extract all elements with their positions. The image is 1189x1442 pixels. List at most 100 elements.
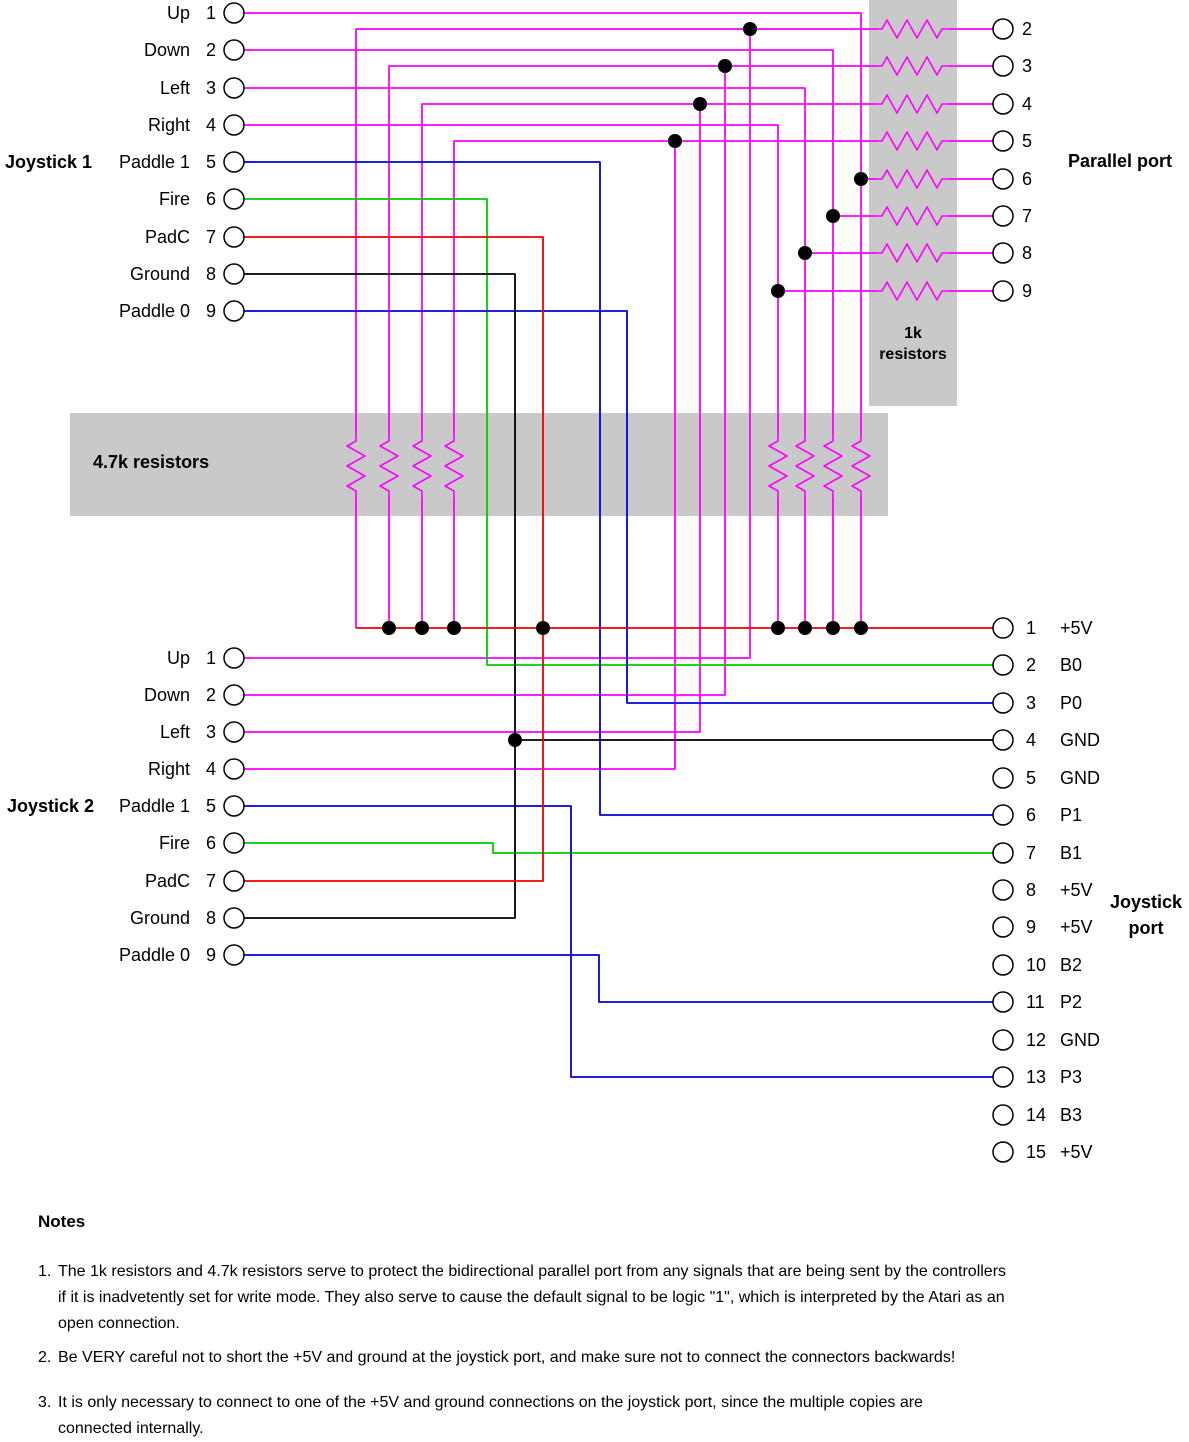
joystick-port-pin-circle — [992, 617, 1014, 639]
joystick1-pin-name: Right — [148, 115, 190, 135]
joystick-port-pin-number: 15 — [1026, 1142, 1046, 1162]
resistor-1k — [877, 56, 949, 76]
joystick1-pin-name: Ground — [130, 264, 190, 284]
joystick2-pin-name: Up — [167, 648, 190, 668]
resistor-4k7 — [851, 435, 871, 497]
parallel-port-pin-number: 4 — [1022, 94, 1032, 114]
parallel-port-pin-column: 2 3 4 5 6 7 8 9 — [992, 18, 1032, 302]
wire-j1-ground-to-gnd — [244, 273, 993, 741]
joystick-port-pin-signal: P1 — [1060, 805, 1082, 825]
joystick-port-pin-column: 1 +5V 2 B0 3 P0 4 GND 5 GND 6 P1 7 B1 8 +5V 9 +5V 10 B2 11 P2… — [992, 617, 1100, 1163]
joystick2-pin-name: Paddle 0 — [119, 945, 190, 965]
resistor-1k-label-line2: resistors — [879, 346, 947, 363]
joystick1-pin-name: PadC — [145, 227, 190, 247]
notes-heading: Notes — [38, 1212, 86, 1231]
junction-dot — [743, 22, 757, 36]
parallel-port-pin-number: 5 — [1022, 131, 1032, 151]
joystick2-pin-circle — [223, 870, 245, 892]
note-line: The 1k resistors and 4.7k resistors serv… — [58, 1263, 1007, 1280]
wire-j2-left-to-parallel4 — [244, 104, 701, 733]
joystick-port-pin-circle — [992, 842, 1014, 864]
resistors — [346, 19, 993, 497]
wires-blue — [244, 161, 993, 1078]
wire-j1-right-to-parallel9 — [244, 124, 779, 435]
joystick2-pin-circle — [223, 721, 245, 743]
resistor-1k — [877, 243, 949, 263]
note-line: if it is inadvetently set for write mode… — [58, 1289, 1005, 1306]
wires-5v — [244, 236, 993, 882]
resistor-1k — [877, 19, 949, 39]
wire-j1-up-to-parallel6 — [244, 12, 862, 435]
joystick1-pin-number: 2 — [206, 40, 216, 60]
joystick2-pin-number: 9 — [206, 945, 216, 965]
junction-dot — [415, 621, 429, 635]
joystick-port-pin-number: 9 — [1026, 917, 1036, 937]
parallel-port-pin-circle — [992, 55, 1014, 77]
joystick2-pin-number: 5 — [206, 796, 216, 816]
joystick-port-pin-circle — [992, 1029, 1014, 1051]
joystick-port-pin-circle — [992, 654, 1014, 676]
resistor-4k7-label: 4.7k resistors — [93, 452, 209, 472]
note-number: 3. — [38, 1394, 52, 1411]
joystick-port-label-line1: Joystick — [1110, 892, 1183, 912]
joystick2-pin-number: 8 — [206, 908, 216, 928]
junction-dot — [826, 209, 840, 223]
joystick2-pin-name: PadC — [145, 871, 190, 891]
resistor-box-4k7 — [70, 413, 888, 516]
junction-dot — [693, 97, 707, 111]
junction-dot — [826, 621, 840, 635]
junction-dot — [798, 621, 812, 635]
joystick1-pin-circle — [223, 77, 245, 99]
wire-j2-right-to-parallel5 — [244, 141, 676, 770]
joystick2-pin-circle — [223, 758, 245, 780]
joystick-port-pin-number: 12 — [1026, 1030, 1046, 1050]
joystick2-pin-name: Down — [144, 685, 190, 705]
joystick-port-pin-signal: +5V — [1060, 917, 1093, 937]
joystick2-pin-name: Ground — [130, 908, 190, 928]
note-item-2: 2. Be VERY careful not to short the +5V … — [38, 1345, 955, 1371]
joystick1-pin-circle — [223, 2, 245, 24]
wire-parallel4-pullup — [421, 103, 877, 435]
resistor-4k7 — [412, 435, 432, 497]
joystick1-pin-name: Paddle 1 — [119, 152, 190, 172]
joystick1-pin-number: 8 — [206, 264, 216, 284]
joystick1-pin-number: 5 — [206, 152, 216, 172]
joystick-port-pin-circle — [992, 916, 1014, 938]
joystick2-pin-number: 6 — [206, 833, 216, 853]
parallel-port-label: Parallel port — [1068, 151, 1172, 171]
joystick1-pin-number: 7 — [206, 227, 216, 247]
parallel-port-pin-circle — [992, 130, 1014, 152]
resistor-4k7 — [768, 435, 788, 497]
joystick-port-pin-circle — [992, 1141, 1014, 1163]
joystick-port-pin-signal: B1 — [1060, 843, 1082, 863]
note-line: connected internally. — [58, 1420, 204, 1437]
joystick-port-pin-circle — [992, 692, 1014, 714]
parallel-port-pin-number: 6 — [1022, 169, 1032, 189]
joystick-port-pin-number: 4 — [1026, 730, 1036, 750]
joystick-port-pin-signal: B2 — [1060, 955, 1082, 975]
note-item-1: 1. The 1k resistors and 4.7k resistors s… — [38, 1259, 1006, 1337]
parallel-port-pin-circle — [992, 18, 1014, 40]
joystick2-pin-name: Right — [148, 759, 190, 779]
junction-dot — [854, 621, 868, 635]
junction-dot — [447, 621, 461, 635]
wires-ground — [244, 273, 993, 919]
joystick1-pin-number: 3 — [206, 78, 216, 98]
wire-j2-paddle0-to-p2 — [244, 954, 993, 1003]
joystick-port-pin-signal: +5V — [1060, 618, 1093, 638]
junction-dot — [536, 621, 550, 635]
joystick1-pin-name: Down — [144, 40, 190, 60]
joystick2-pin-number: 4 — [206, 759, 216, 779]
joystick1-pin-column: Up 1 Down 2 Left 3 Right 4 Paddle 1 5 Fire 6 PadC 7 Gr… — [119, 2, 245, 322]
joystick-port-pin-number: 6 — [1026, 805, 1036, 825]
wire-padc-to-5v — [244, 236, 544, 882]
junction-dot — [798, 246, 812, 260]
note-line: Be VERY careful not to short the +5V and… — [58, 1349, 956, 1366]
joystick2-pin-name: Fire — [159, 833, 190, 853]
joystick2-pin-circle — [223, 944, 245, 966]
joystick-port-pin-signal: B3 — [1060, 1105, 1082, 1125]
joystick-port-pin-signal: GND — [1060, 768, 1100, 788]
parallel-port-pin-number: 3 — [1022, 56, 1032, 76]
